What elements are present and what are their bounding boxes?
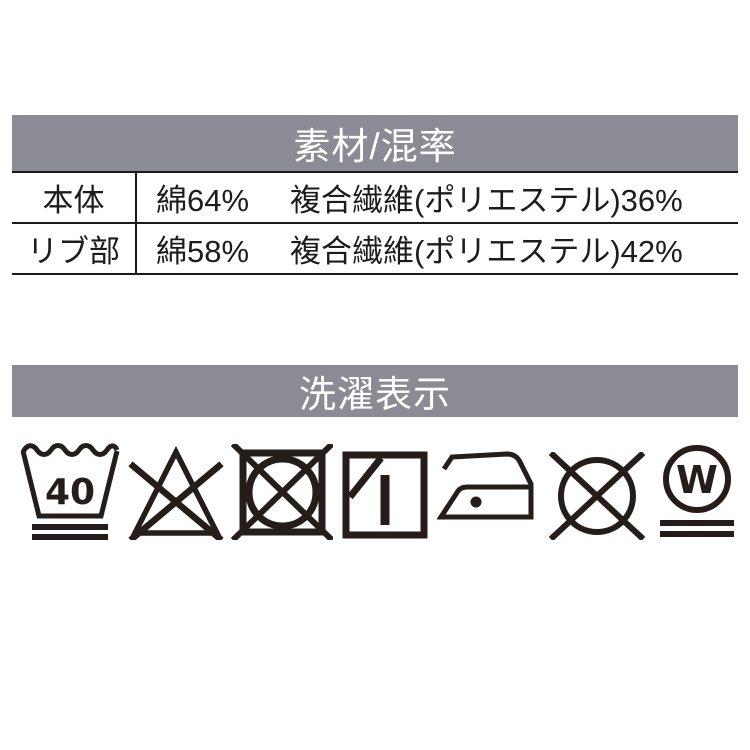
fiber-percentage: 綿64% — [156, 183, 250, 218]
material-section-header: 素材/混率 — [12, 115, 738, 171]
iron-low-temp-icon — [436, 451, 534, 520]
part-name: 本体 — [42, 183, 105, 218]
product-spec-page: 素材/混率 本体 綿64% 複合繊維(ポリエステル)36% リブ部 綿58% 複… — [12, 115, 738, 540]
svg-text:40: 40 — [45, 472, 95, 513]
part-name-cell: 本体 — [12, 173, 137, 222]
care-symbols-row: 40 — [20, 440, 738, 540]
material-section-title: 素材/混率 — [293, 126, 457, 167]
fiber-percentage: 複合繊維(ポリエステル)36% — [290, 183, 683, 218]
wash-tub-40-gentle-icon: 40 — [20, 443, 120, 540]
table-row: 本体 綿64% 複合繊維(ポリエステル)36% — [12, 171, 738, 222]
svg-text:W: W — [676, 458, 718, 502]
care-section-title: 洗濯表示 — [299, 374, 451, 415]
table-row: リブ部 綿58% 複合繊維(ポリエステル)42% — [12, 222, 738, 273]
fiber-percentage: 綿58% — [156, 234, 250, 269]
fiber-percentage: 複合繊維(ポリエステル)42% — [290, 234, 683, 269]
line-dry-in-shade-icon — [342, 451, 428, 539]
part-name-cell: リブ部 — [12, 224, 137, 273]
wet-clean-very-gentle-icon: W — [659, 445, 734, 537]
do-not-dry-clean-icon — [549, 452, 646, 540]
care-section-header: 洗濯表示 — [12, 365, 738, 417]
do-not-tumble-dry-icon — [231, 444, 334, 540]
part-name: リブ部 — [27, 234, 120, 269]
do-not-bleach-icon — [128, 446, 224, 540]
composition-cell: 綿64% 複合繊維(ポリエステル)36% — [137, 173, 738, 222]
composition-cell: 綿58% 複合繊維(ポリエステル)42% — [137, 224, 738, 273]
material-table: 本体 綿64% 複合繊維(ポリエステル)36% リブ部 綿58% 複合繊維(ポリ… — [12, 171, 738, 275]
